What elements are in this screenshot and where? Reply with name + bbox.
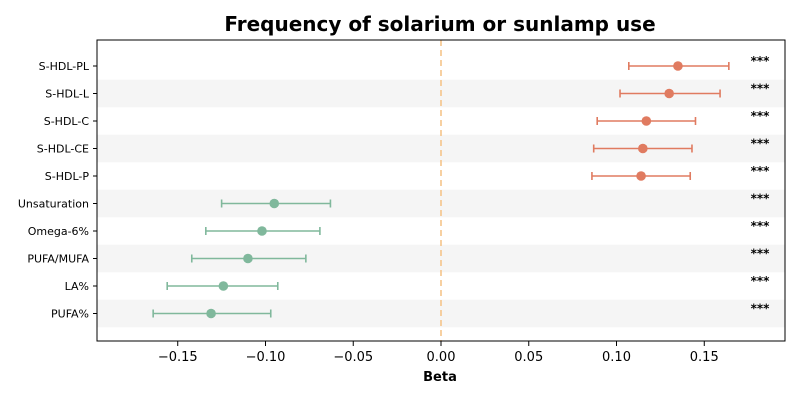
x-tick-label: 0.00 [427, 350, 456, 365]
y-tick-label: LA% [65, 280, 89, 293]
beta-point [636, 171, 646, 181]
y-tick-label: S-HDL-P [45, 170, 90, 183]
y-tick-label: S-HDL-CE [37, 143, 89, 156]
y-axis: S-HDL-PL S-HDL-L S-HDL-C S-HDL-CE S-HDL-P Uns… [18, 60, 97, 321]
x-tick-label: −0.05 [333, 350, 373, 365]
plot-marks: *** *** *** *** *** *** *** *** *** *** [152, 54, 771, 319]
significance-label: *** [751, 219, 771, 233]
data-row: *** [152, 302, 771, 319]
data-row: *** [220, 192, 771, 209]
significance-label: *** [751, 54, 771, 68]
beta-point [257, 226, 267, 236]
significance-label: *** [751, 137, 771, 151]
y-tick-label: S-HDL-L [45, 88, 90, 101]
y-tick-label: S-HDL-C [44, 115, 90, 128]
beta-point [638, 143, 648, 154]
x-tick-label: −0.15 [158, 350, 198, 365]
y-tick-label: Omega-6% [28, 225, 89, 238]
data-row: *** [190, 247, 771, 264]
significance-label: *** [751, 274, 771, 288]
significance-label: *** [751, 247, 771, 261]
beta-point [243, 253, 253, 264]
significance-label: *** [751, 302, 771, 316]
significance-label: *** [751, 109, 771, 123]
beta-point [673, 61, 683, 71]
beta-point [206, 308, 216, 319]
y-tick-label: PUFA% [51, 308, 89, 321]
data-row: *** [592, 137, 771, 154]
beta-point [269, 198, 280, 209]
data-row: *** [166, 274, 771, 291]
x-tick-label: 0.15 [690, 350, 719, 365]
significance-label: *** [751, 192, 771, 206]
y-tick-label: S-HDL-PL [39, 60, 90, 73]
x-axis: −0.15 −0.10 −0.05 0.00 0.05 0.10 0.15 [158, 341, 719, 365]
beta-point [664, 88, 674, 99]
chart-title: Frequency of solarium or sunlamp use [224, 12, 655, 36]
data-row: *** [627, 54, 771, 71]
beta-point [641, 116, 652, 126]
x-tick-label: −0.10 [246, 350, 286, 365]
x-tick-label: 0.05 [514, 350, 543, 365]
beta-point [218, 281, 229, 291]
data-row: *** [205, 219, 771, 236]
x-tick-label: 0.10 [602, 350, 631, 365]
y-tick-label: Unsaturation [18, 198, 89, 211]
data-row: *** [619, 82, 771, 99]
y-tick-label: PUFA/MUFA [27, 253, 89, 266]
significance-label: *** [751, 82, 771, 96]
x-axis-label: Beta [423, 370, 457, 385]
data-row: *** [591, 164, 771, 181]
significance-label: *** [751, 164, 771, 178]
data-row: *** [596, 109, 771, 126]
